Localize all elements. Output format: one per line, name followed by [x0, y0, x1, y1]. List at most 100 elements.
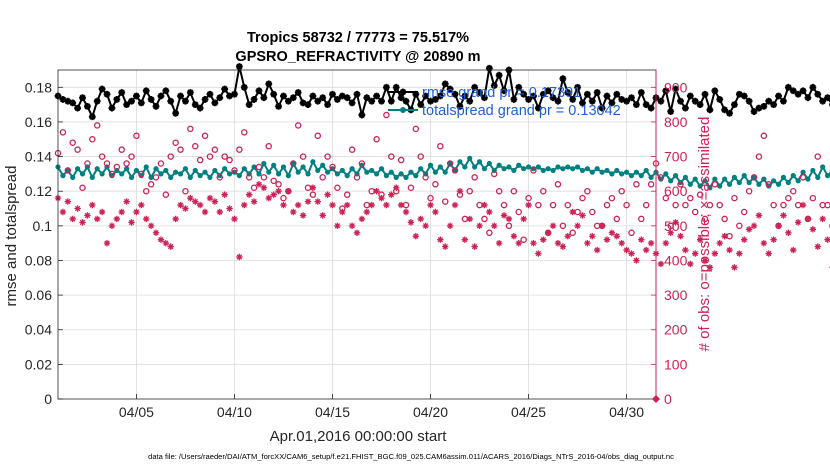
totalspread-point: [628, 173, 635, 179]
obs-assimilated-point: [64, 198, 72, 205]
obs-assimilated-point: [505, 215, 513, 223]
obs-assimilated-point: [726, 246, 733, 254]
obs-assimilated-point: [554, 239, 562, 247]
rmse-point-core: [251, 97, 257, 102]
obs-assimilated-point: [603, 236, 611, 243]
rmse-point-core: [168, 98, 174, 104]
obs-assimilated-point: [89, 201, 96, 209]
obs-possible-point: [275, 181, 282, 188]
totalspread-point: [280, 164, 287, 170]
rmse-point-core: [192, 102, 198, 108]
rmse-point-core: [285, 98, 291, 104]
totalspread-point: [231, 169, 238, 175]
obs-possible-point: [682, 201, 689, 209]
obs-assimilated-point: [780, 212, 787, 219]
totalspread-point: [619, 171, 625, 177]
obs-possible-point: [128, 153, 135, 160]
obs-possible-point: [196, 156, 204, 164]
obs-possible-point: [711, 181, 719, 188]
obs-assimilated-point: [363, 208, 371, 216]
rmse-point-core: [217, 95, 223, 101]
obs-assimilated-point: [804, 215, 812, 223]
obs-possible-point: [348, 146, 356, 153]
rmse-point-core: [741, 93, 747, 99]
obs-possible-point: [412, 125, 420, 133]
obs-possible-point: [187, 125, 194, 133]
rmse-point-core: [379, 98, 384, 104]
y-right-tick-label: 200: [664, 322, 688, 338]
totalspread-point: [673, 173, 679, 179]
rmse-series: [54, 63, 830, 121]
rmse-point-core: [99, 86, 105, 92]
totalspread-point: [339, 167, 345, 174]
obs-assimilated-point: [760, 239, 768, 247]
totalspread-point: [320, 162, 326, 168]
obs-assimilated-point: [348, 222, 356, 230]
obs-possible-point: [89, 136, 96, 143]
obs-possible-point: [407, 184, 415, 191]
rmse-point-core: [109, 105, 115, 111]
obs-possible-point: [441, 198, 449, 205]
obs-possible-point: [706, 201, 714, 209]
obs-assimilated-point: [613, 233, 620, 240]
obs-possible-point: [736, 222, 743, 230]
totalspread-point: [795, 178, 801, 184]
rmse-point-core: [119, 90, 125, 95]
obs-assimilated-point: [383, 201, 390, 209]
obs-possible-point: [69, 139, 76, 146]
obs-possible-point: [280, 194, 287, 202]
obs-possible-point: [270, 177, 277, 185]
obs-assimilated-point: [79, 219, 86, 226]
totalspread-point: [217, 173, 223, 179]
obs-possible-point: [628, 229, 635, 237]
totalspread-point: [702, 178, 708, 184]
totalspread-point: [143, 164, 149, 170]
obs-assimilated-point: [799, 201, 807, 209]
y-left-tick-label: 0.1: [33, 218, 53, 234]
obs-assimilated-point: [133, 208, 140, 216]
obs-possible-point: [672, 201, 679, 209]
obs-possible-point: [64, 167, 72, 174]
totalspread-point: [717, 183, 723, 189]
totalspread-point: [785, 179, 791, 186]
obs-assimilated-point: [172, 215, 179, 223]
totalspread-point: [609, 171, 615, 177]
totalspread-point: [241, 166, 247, 172]
obs-possible-point: [495, 187, 503, 195]
obs-possible-point: [422, 174, 429, 181]
obs-possible-point: [118, 146, 125, 153]
rmse-point-core: [94, 98, 100, 104]
obs-assimilated-point: [290, 208, 297, 216]
rmse-point-core: [614, 91, 620, 97]
totalspread-point: [119, 171, 125, 177]
rmse-point-core: [158, 93, 164, 99]
totalspread-point: [555, 164, 561, 170]
obs-possible-point: [255, 163, 263, 171]
obs-possible-point: [397, 156, 405, 164]
y-right-tick-label: 300: [664, 287, 688, 303]
obs-assimilated-point: [741, 236, 748, 243]
totalspread-point: [496, 162, 502, 168]
rmse-point-core: [153, 103, 159, 109]
obs-assimilated-point: [544, 229, 552, 236]
rmse-point-core: [692, 98, 698, 104]
rmse-point-core: [315, 98, 321, 104]
totalspread-point: [432, 169, 439, 175]
obs-possible-point: [809, 194, 817, 202]
obs-assimilated-point: [692, 250, 699, 257]
rmse-point-core: [624, 98, 629, 104]
obs-possible-point: [486, 229, 493, 237]
obs-possible-point: [206, 153, 214, 160]
obs-assimilated-point: [358, 215, 366, 223]
obs-assimilated-point: [638, 236, 645, 243]
rmse-point-core: [457, 103, 463, 109]
obs-possible-point: [343, 191, 351, 198]
y-left-tick-label: 0.14: [25, 149, 52, 165]
totalspread-point: [712, 176, 718, 182]
totalspread-point: [393, 174, 399, 180]
rmse-point-core: [320, 95, 326, 101]
obs-possible-point: [525, 194, 532, 202]
totalspread-point: [584, 166, 590, 172]
totalspread-point: [285, 173, 291, 179]
